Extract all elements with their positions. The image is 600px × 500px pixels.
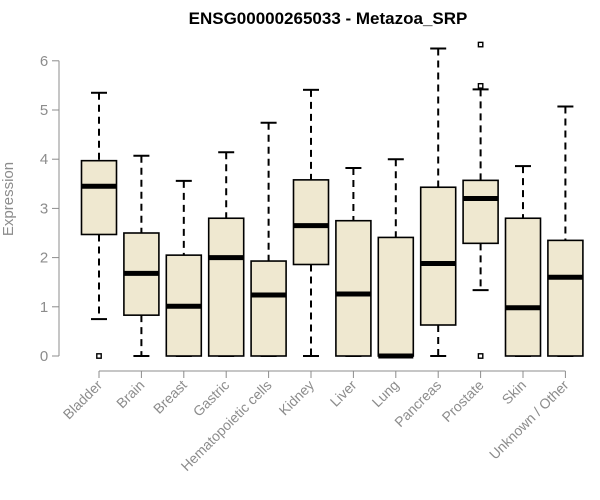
iqr-box bbox=[419, 186, 457, 326]
chart-title: ENSG00000265033 - Metazoa_SRP bbox=[189, 9, 468, 28]
box-skin bbox=[504, 165, 542, 357]
x-tick-label: Kidney bbox=[276, 377, 318, 419]
box-gastric bbox=[207, 151, 245, 357]
x-tick-label: Prostate bbox=[439, 377, 487, 425]
iqr-box bbox=[292, 179, 330, 266]
box-hematopoietic-cells bbox=[250, 121, 287, 357]
box-pancreas bbox=[419, 47, 457, 357]
outlier-point bbox=[477, 82, 484, 89]
box-liver bbox=[335, 167, 372, 357]
iqr-box bbox=[80, 159, 118, 236]
y-tick-label: 2 bbox=[40, 250, 48, 267]
box-prostate bbox=[462, 41, 499, 359]
y-axis-label: Expression bbox=[0, 162, 17, 236]
y-tick-label: 4 bbox=[40, 151, 48, 168]
outlier-point bbox=[477, 41, 484, 48]
iqr-box bbox=[377, 236, 415, 357]
x-tick-label: Bladder bbox=[60, 377, 106, 423]
boxes-layer bbox=[80, 41, 584, 359]
box-unknown-other bbox=[547, 105, 584, 357]
x-tick-label: Lung bbox=[369, 377, 402, 410]
iqr-box bbox=[207, 217, 245, 357]
x-tick-label: Pancreas bbox=[391, 377, 444, 430]
y-tick-label: 3 bbox=[40, 200, 48, 217]
outlier-point bbox=[477, 353, 484, 359]
box-bladder bbox=[80, 91, 118, 359]
x-tick-label: Breast bbox=[150, 377, 190, 417]
y-tick-label: 0 bbox=[40, 348, 48, 365]
y-axis: 0 1 2 3 4 5 6 bbox=[40, 53, 60, 365]
iqr-box bbox=[547, 239, 584, 357]
box-kidney bbox=[292, 88, 330, 357]
iqr-box bbox=[250, 260, 287, 357]
x-tick-label: Liver bbox=[327, 377, 360, 410]
y-tick-label: 1 bbox=[40, 299, 48, 316]
iqr-box bbox=[504, 217, 542, 357]
iqr-box bbox=[335, 219, 372, 357]
y-tick-label: 5 bbox=[40, 102, 48, 119]
box-breast bbox=[165, 179, 203, 357]
x-tick-label: Brain bbox=[113, 377, 147, 411]
box-lung bbox=[377, 158, 415, 359]
x-tick-label: Unknown / Other bbox=[486, 377, 572, 463]
outlier-point bbox=[96, 353, 102, 359]
iqr-box bbox=[462, 179, 499, 245]
x-tick-label: Skin bbox=[499, 377, 530, 408]
y-tick-label: 6 bbox=[40, 53, 48, 70]
box-brain bbox=[123, 154, 160, 357]
